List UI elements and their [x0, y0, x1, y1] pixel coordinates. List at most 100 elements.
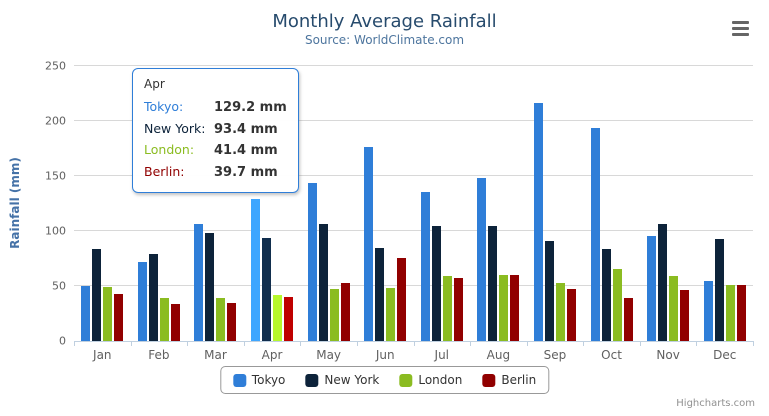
legend-label: London — [418, 373, 463, 387]
y-axis-label: 200 — [45, 114, 66, 128]
legend-label: Tokyo — [251, 373, 286, 387]
bar-london-oct[interactable] — [612, 269, 622, 341]
bar-berlin-aug[interactable] — [510, 274, 520, 341]
bar-berlin-sep[interactable] — [566, 288, 576, 341]
x-axis-tick — [243, 341, 245, 346]
category-group-apr — [244, 66, 301, 341]
bar-berlin-apr[interactable] — [284, 297, 294, 341]
bar-tokyo-dec[interactable] — [703, 281, 713, 341]
bar-berlin-nov[interactable] — [680, 289, 690, 341]
bar-new-york-oct[interactable] — [601, 249, 611, 341]
tooltip-series-value: 93.4 mm — [214, 121, 278, 137]
legend-swatch — [399, 373, 413, 387]
tooltip-header: Apr — [144, 77, 165, 91]
y-axis-title: Rainfall (mm) — [8, 157, 22, 249]
bar-tokyo-jun[interactable] — [364, 147, 374, 341]
bar-new-york-feb[interactable] — [148, 254, 158, 341]
legend-item-london[interactable]: London — [399, 373, 462, 387]
plot-area: 0 50 100 150 200 250 Jan Feb Mar Apr May Jun Jul Aug S… — [45, 60, 754, 362]
tooltip-series-label: London: — [144, 142, 195, 157]
bar-london-jan[interactable] — [103, 287, 113, 341]
bar-tokyo-apr[interactable] — [251, 198, 261, 341]
legend-item-berlin[interactable]: Berlin — [482, 373, 536, 387]
tooltip-row: Berlin: 39.7 mm — [144, 162, 287, 184]
category-group-jul — [414, 66, 471, 341]
x-axis-label: Sep — [543, 348, 567, 362]
hamburger-bar — [732, 33, 749, 36]
x-axis-label: Jun — [375, 348, 395, 362]
category-group-mar — [187, 66, 244, 341]
tooltip-row: Tokyo: 129.2 mm — [144, 97, 287, 119]
tooltip: Apr Tokyo: 129.2 mm New York: 93.4 mm London… — [132, 68, 299, 193]
bar-london-jun[interactable] — [386, 287, 396, 341]
bar-london-jul[interactable] — [442, 276, 452, 341]
hamburger-menu-icon[interactable] — [732, 21, 749, 39]
tooltip-series-value: 39.7 mm — [214, 164, 278, 180]
bar-new-york-may[interactable] — [318, 224, 328, 341]
bar-tokyo-nov[interactable] — [647, 235, 657, 341]
bar-london-apr[interactable] — [273, 295, 283, 341]
hamburger-bar — [732, 21, 749, 24]
bar-berlin-jul[interactable] — [453, 277, 463, 341]
bar-new-york-mar[interactable] — [205, 232, 215, 341]
bar-tokyo-feb[interactable] — [137, 262, 147, 341]
gridline — [74, 175, 753, 176]
tooltip-series-value: 129.2 mm — [214, 100, 287, 115]
category-group-oct — [583, 66, 640, 341]
bar-tokyo-sep[interactable] — [533, 102, 543, 341]
bar-london-may[interactable] — [329, 289, 339, 341]
x-axis-label: Jan — [93, 348, 112, 362]
bar-london-feb[interactable] — [159, 298, 169, 341]
x-axis-label: Jul — [434, 348, 450, 362]
x-axis-tick — [696, 341, 698, 346]
x-axis-tick — [187, 341, 189, 346]
gridline — [74, 230, 753, 231]
bar-tokyo-aug[interactable] — [477, 177, 487, 341]
x-axis-tick — [583, 341, 585, 346]
bar-tokyo-jul[interactable] — [420, 191, 430, 341]
bar-berlin-mar[interactable] — [227, 303, 237, 341]
category-group-aug — [470, 66, 527, 341]
bar-new-york-apr[interactable] — [262, 238, 272, 341]
bar-new-york-dec[interactable] — [714, 239, 724, 341]
tooltip-series-label: Tokyo: — [144, 99, 184, 114]
x-axis-tick — [470, 341, 472, 346]
bar-new-york-aug[interactable] — [488, 226, 498, 341]
category-group-dec — [696, 66, 753, 341]
bar-tokyo-oct[interactable] — [590, 127, 600, 341]
x-axis-tick — [526, 341, 528, 346]
category-group-sep — [527, 66, 584, 341]
bar-berlin-feb[interactable] — [170, 304, 180, 341]
bar-new-york-sep[interactable] — [544, 240, 554, 341]
tooltip-series-label: Berlin: — [144, 163, 185, 179]
tooltip-series-label: New York: — [144, 120, 206, 136]
legend-swatch — [232, 373, 246, 387]
bar-london-sep[interactable] — [555, 283, 565, 341]
legend-item-tokyo[interactable]: Tokyo — [232, 373, 286, 387]
bar-berlin-jan[interactable] — [114, 294, 124, 341]
bar-berlin-jun[interactable] — [397, 257, 407, 341]
legend-item-new-york[interactable]: New York — [305, 373, 379, 387]
x-axis-tick — [753, 341, 754, 346]
bar-new-york-nov[interactable] — [658, 223, 668, 341]
y-axis-label: 50 — [52, 279, 66, 293]
legend-label: Berlin — [501, 373, 537, 387]
bar-london-nov[interactable] — [669, 275, 679, 341]
bar-london-dec[interactable] — [725, 284, 735, 341]
bar-london-mar[interactable] — [216, 297, 226, 341]
x-axis-tick — [356, 341, 358, 346]
chart-subtitle: Source: WorldClimate.com — [304, 33, 465, 47]
bar-new-york-jan[interactable] — [92, 249, 102, 341]
x-axis-label: May — [316, 348, 342, 362]
bar-new-york-jul[interactable] — [431, 225, 441, 341]
bar-berlin-oct[interactable] — [623, 298, 633, 341]
highcharts-credits-link[interactable]: Highcharts.com — [676, 398, 755, 409]
bar-tokyo-jan[interactable] — [81, 286, 91, 341]
bar-berlin-may[interactable] — [340, 283, 350, 341]
bar-new-york-jun[interactable] — [375, 248, 385, 341]
bar-london-aug[interactable] — [499, 275, 509, 341]
bar-tokyo-may[interactable] — [307, 182, 317, 341]
bar-tokyo-mar[interactable] — [194, 223, 204, 341]
y-axis-label: 250 — [45, 59, 66, 73]
bar-berlin-dec[interactable] — [736, 284, 746, 341]
